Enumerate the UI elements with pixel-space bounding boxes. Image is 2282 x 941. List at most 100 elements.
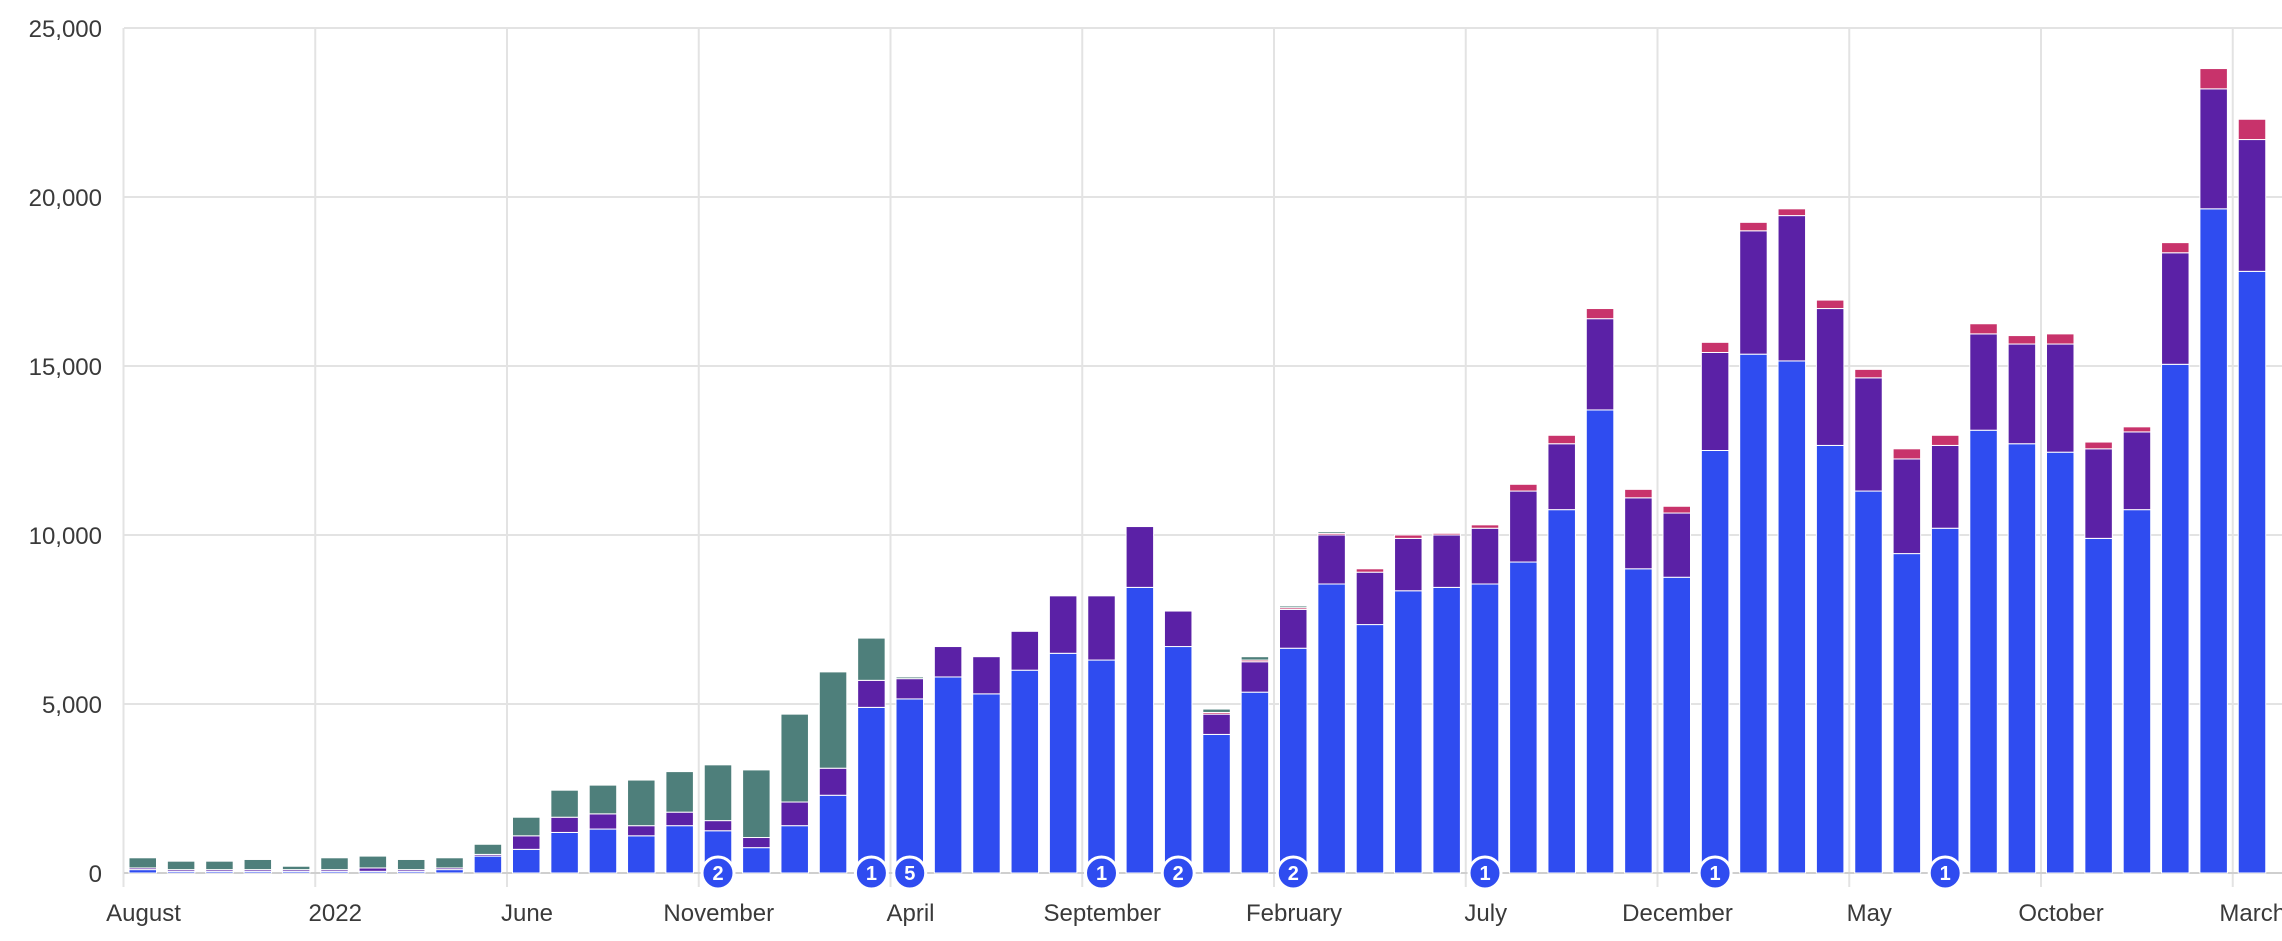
bar-segment-purple[interactable] — [1931, 445, 1959, 528]
bar-segment-purple[interactable] — [1471, 528, 1499, 584]
bar-segment-blue[interactable] — [1126, 587, 1154, 873]
bar-segment-purple[interactable] — [2162, 253, 2190, 365]
bar-segment-pink[interactable] — [1395, 535, 1423, 538]
bar-segment-blue[interactable] — [2162, 364, 2190, 873]
bar-segment-purple[interactable] — [2238, 140, 2266, 272]
bar-segment-pink[interactable] — [2047, 334, 2075, 344]
bar-segment-blue[interactable] — [1280, 648, 1308, 873]
bar-segment-teal[interactable] — [1280, 606, 1308, 608]
bar-segment-blue[interactable] — [129, 870, 157, 873]
bar-segment-purple[interactable] — [2085, 449, 2113, 539]
bar-segment-purple[interactable] — [1855, 378, 1883, 491]
bar-segment-teal[interactable] — [896, 677, 924, 679]
bar-segment-purple[interactable] — [858, 680, 886, 707]
bar-segment-teal[interactable] — [666, 772, 694, 813]
bar-segment-purple[interactable] — [1318, 535, 1346, 584]
bar-segment-blue[interactable] — [781, 826, 809, 873]
bar-segment-teal[interactable] — [704, 765, 732, 821]
bar-segment-blue[interactable] — [1855, 491, 1883, 873]
bar-segment-purple[interactable] — [1395, 538, 1423, 590]
bar-segment-blue[interactable] — [2008, 444, 2036, 873]
bar-segment-purple[interactable] — [1126, 527, 1154, 588]
bar-segment-purple[interactable] — [513, 836, 541, 850]
bar-segment-purple[interactable] — [1970, 334, 1998, 430]
bar-segment-blue[interactable] — [2200, 209, 2228, 873]
bar-segment-blue[interactable] — [2123, 510, 2151, 873]
bar-segment-purple[interactable] — [1011, 631, 1039, 670]
bar-segment-blue[interactable] — [1586, 410, 1614, 873]
bar-segment-blue[interactable] — [628, 836, 656, 873]
bar-segment-blue[interactable] — [2238, 271, 2266, 873]
bar-segment-pink[interactable] — [1893, 449, 1921, 459]
bar-segment-pink[interactable] — [2085, 442, 2113, 449]
bar-segment-blue[interactable] — [1816, 445, 1844, 873]
bar-segment-purple[interactable] — [1049, 596, 1077, 653]
bar-segment-blue[interactable] — [2085, 538, 2113, 873]
bar-segment-teal[interactable] — [1241, 657, 1269, 660]
annotation-marker[interactable]: 5 — [894, 857, 926, 889]
bar-segment-blue[interactable] — [1625, 569, 1653, 873]
bar-segment-blue[interactable] — [2047, 452, 2075, 873]
bar-segment-purple[interactable] — [1893, 459, 1921, 554]
bar-segment-blue[interactable] — [1203, 734, 1231, 873]
bar-segment-blue[interactable] — [743, 848, 771, 873]
annotation-marker[interactable]: 2 — [702, 857, 734, 889]
bar-segment-purple[interactable] — [1548, 444, 1576, 510]
annotation-marker[interactable]: 2 — [1277, 857, 1309, 889]
bar-segment-teal[interactable] — [628, 780, 656, 826]
bar-segment-blue[interactable] — [1088, 660, 1116, 873]
bar-segment-purple[interactable] — [666, 812, 694, 826]
bar-segment-pink[interactable] — [1356, 569, 1384, 572]
bar-segment-teal[interactable] — [436, 858, 464, 868]
bar-segment-pink[interactable] — [1816, 300, 1844, 308]
bar-segment-purple[interactable] — [1625, 498, 1653, 569]
bar-segment-teal[interactable] — [819, 672, 847, 768]
bar-segment-purple[interactable] — [1740, 231, 1768, 354]
annotation-marker[interactable]: 1 — [1086, 857, 1118, 889]
bar-segment-teal[interactable] — [206, 861, 234, 869]
bar-segment-purple[interactable] — [1663, 513, 1691, 577]
bar-segment-purple[interactable] — [2123, 432, 2151, 510]
bar-segment-purple[interactable] — [1088, 596, 1116, 660]
bar-segment-purple[interactable] — [1164, 611, 1192, 646]
bar-segment-purple[interactable] — [743, 838, 771, 848]
bar-segment-purple[interactable] — [934, 647, 962, 677]
annotation-marker[interactable]: 2 — [1162, 857, 1194, 889]
bar-segment-blue[interactable] — [589, 829, 617, 873]
bar-segment-purple[interactable] — [1701, 352, 1729, 450]
bar-segment-pink[interactable] — [1586, 309, 1614, 319]
bar-segment-purple[interactable] — [628, 826, 656, 836]
bar-segment-purple[interactable] — [1203, 714, 1231, 734]
bar-segment-blue[interactable] — [1701, 451, 1729, 874]
bar-segment-blue[interactable] — [1740, 354, 1768, 873]
bar-segment-teal[interactable] — [743, 770, 771, 838]
bar-segment-pink[interactable] — [1548, 435, 1576, 443]
bar-segment-blue[interactable] — [1011, 670, 1039, 873]
bar-segment-purple[interactable] — [781, 802, 809, 826]
bar-segment-teal[interactable] — [282, 866, 310, 869]
bar-segment-pink[interactable] — [1778, 209, 1806, 216]
bar-segment-blue[interactable] — [1318, 584, 1346, 873]
bar-segment-purple[interactable] — [2047, 344, 2075, 452]
bar-segment-purple[interactable] — [1778, 216, 1806, 361]
bar-segment-pink[interactable] — [1510, 484, 1538, 491]
bar-segment-purple[interactable] — [896, 679, 924, 699]
bar-segment-blue[interactable] — [1893, 554, 1921, 873]
bar-segment-blue[interactable] — [1049, 653, 1077, 873]
bar-segment-pink[interactable] — [1663, 506, 1691, 513]
bar-segment-blue[interactable] — [1970, 430, 1998, 873]
bar-segment-teal[interactable] — [244, 859, 271, 869]
bar-segment-pink[interactable] — [1701, 342, 1729, 352]
bar-segment-blue[interactable] — [1510, 562, 1538, 873]
bar-segment-pink[interactable] — [1740, 222, 1768, 230]
bar-segment-blue[interactable] — [858, 707, 886, 873]
bar-segment-blue[interactable] — [1395, 591, 1423, 873]
bar-segment-teal[interactable] — [551, 790, 579, 817]
bar-segment-purple[interactable] — [1280, 609, 1308, 648]
bar-segment-blue[interactable] — [436, 870, 464, 873]
bar-segment-purple[interactable] — [1510, 491, 1538, 562]
bar-segment-teal[interactable] — [1318, 532, 1346, 534]
bar-segment-pink[interactable] — [1931, 435, 1959, 445]
bar-segment-teal[interactable] — [474, 844, 502, 854]
bar-segment-purple[interactable] — [973, 657, 1001, 694]
